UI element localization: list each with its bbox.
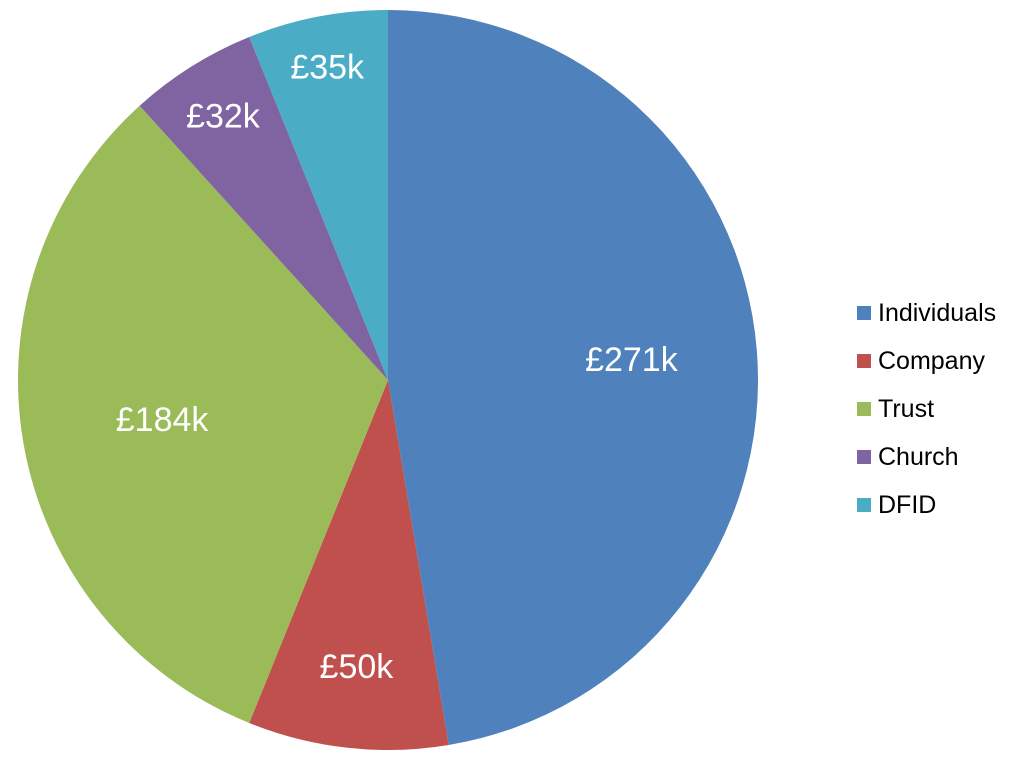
legend-label-individuals: Individuals: [878, 299, 996, 327]
legend-label-trust: Trust: [878, 395, 934, 423]
data-label-individuals: £271k: [585, 341, 679, 379]
data-label-trust: £184k: [116, 401, 210, 439]
pie-slice-individuals: [388, 10, 758, 745]
legend-swatch-dfid: [857, 498, 871, 512]
legend-swatch-church: [857, 450, 871, 464]
legend-label-dfid: DFID: [878, 491, 936, 519]
legend-label-company: Company: [878, 347, 985, 375]
legend-swatch-company: [857, 354, 871, 368]
legend-swatch-trust: [857, 402, 871, 416]
pie-slices: [18, 10, 758, 750]
legend-label-church: Church: [878, 443, 959, 471]
data-label-company: £50k: [320, 648, 395, 686]
legend: Individuals Company Trust Church DFID: [857, 299, 996, 519]
data-label-dfid: £35k: [290, 49, 365, 87]
data-label-church: £32k: [186, 98, 261, 136]
legend-swatch-individuals: [857, 306, 871, 320]
